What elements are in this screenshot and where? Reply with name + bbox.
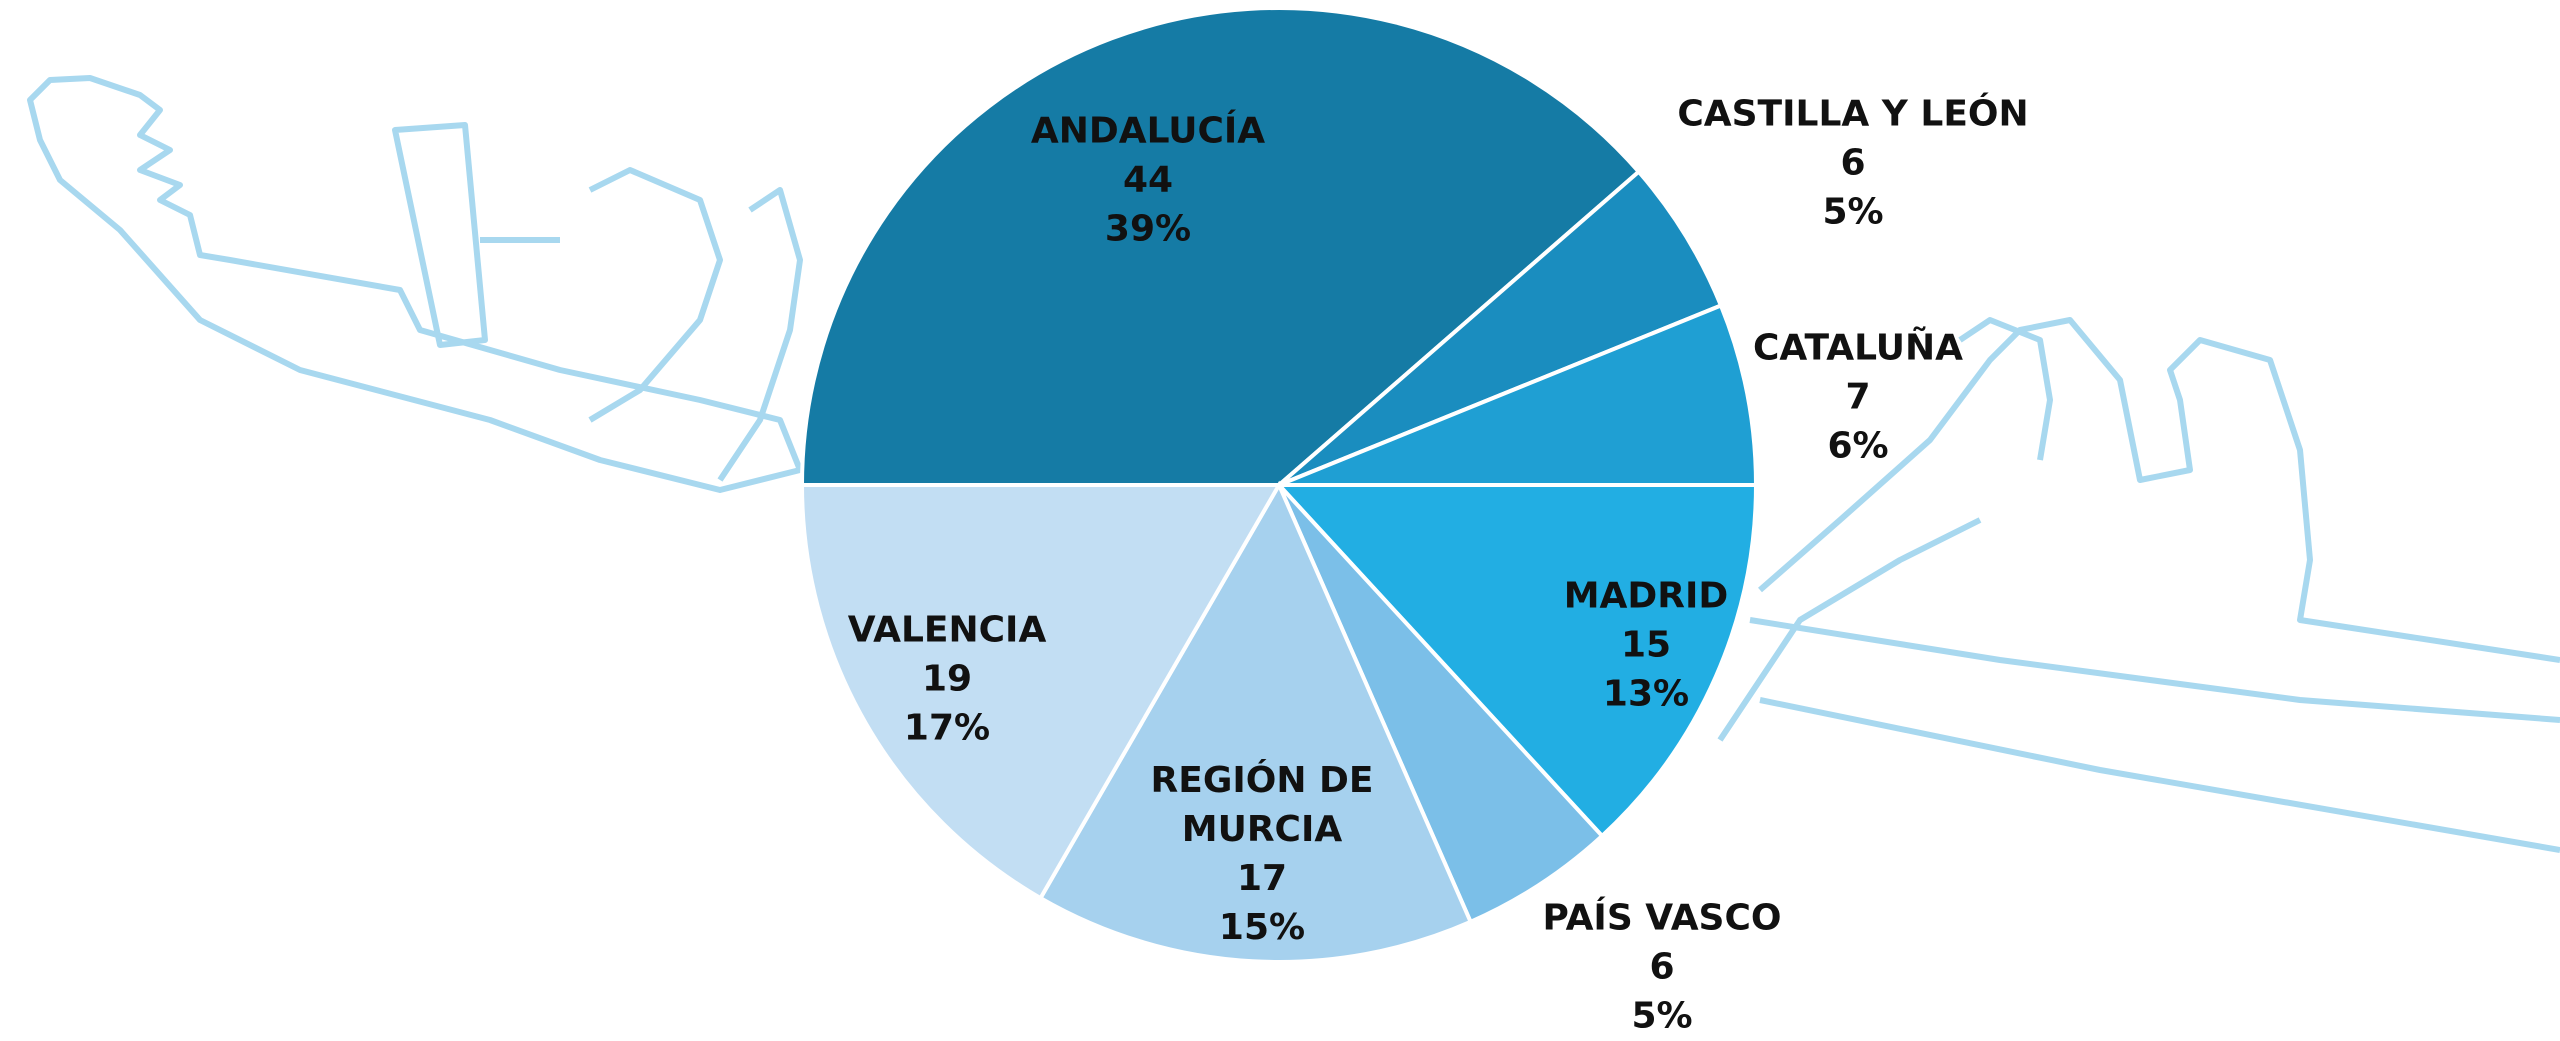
percent-label: 5% [1643,188,2063,237]
percent-label: 5% [1512,992,1812,1041]
value-label: 44 [948,156,1348,205]
category-label: VALENCIA [797,606,1097,655]
value-label: 15 [1516,621,1776,670]
value-label: 19 [797,655,1097,704]
category-label: ANDALUCÍA [948,107,1348,156]
percent-label: 6% [1708,422,2008,471]
category-label: REGIÓN DE MURCIA [1132,756,1392,854]
category-label: PAÍS VASCO [1512,894,1812,943]
page: ANDALUCÍA4439%CASTILLA Y LEÓN65%CATALUÑA… [0,0,2560,1034]
value-label: 6 [1643,139,2063,188]
value-label: 6 [1512,943,1812,992]
value-label: 17 [1132,854,1392,903]
category-label: CATALUÑA [1708,324,2008,373]
percent-label: 17% [797,704,1097,753]
percent-label: 13% [1516,670,1776,719]
value-label: 7 [1708,373,2008,422]
category-label: CASTILLA Y LEÓN [1643,90,2063,139]
percent-label: 15% [1132,903,1392,952]
category-label: MADRID [1516,572,1776,621]
percent-label: 39% [948,205,1348,254]
